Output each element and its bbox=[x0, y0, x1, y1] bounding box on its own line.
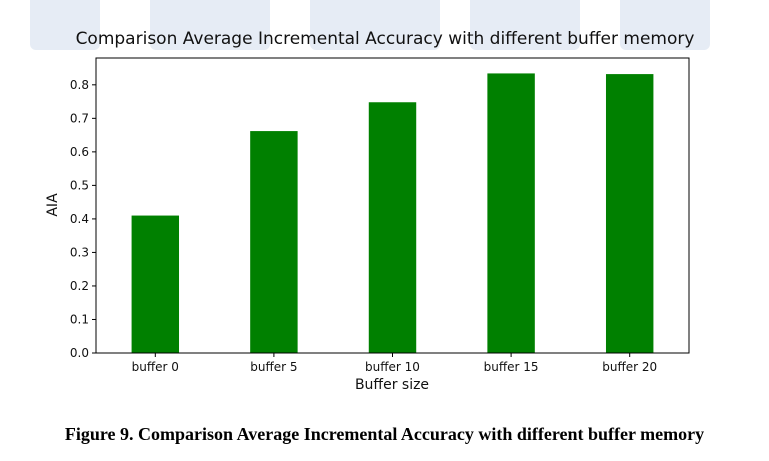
y-tick-label: 0.1 bbox=[70, 312, 89, 326]
y-axis-ticks: 0.0 0.1 0.2 0.3 0.4 0.5 0.6 0.7 0.8 bbox=[70, 78, 96, 360]
x-tick-label: buffer 10 bbox=[365, 360, 420, 374]
bar-buffer-5 bbox=[250, 131, 298, 353]
bar-buffer-0 bbox=[131, 215, 180, 353]
y-tick-label: 0.7 bbox=[70, 111, 89, 125]
x-tick-label: buffer 15 bbox=[484, 360, 539, 374]
bars bbox=[131, 73, 654, 353]
chart-title: Comparison Average Incremental Accuracy … bbox=[76, 29, 695, 49]
bar-chart: Comparison Average Incremental Accuracy … bbox=[45, 29, 695, 393]
y-tick-label: 0.6 bbox=[70, 145, 89, 159]
watermark-logo bbox=[30, 0, 710, 50]
x-tick-label: buffer 0 bbox=[132, 360, 179, 374]
y-tick-label: 0.5 bbox=[70, 178, 89, 192]
x-axis-ticks: buffer 0 buffer 5 buffer 10 buffer 15 buffer… bbox=[132, 353, 657, 374]
y-tick-label: 0.2 bbox=[70, 279, 89, 293]
y-tick-label: 0.0 bbox=[70, 346, 89, 360]
y-tick-label: 0.3 bbox=[70, 245, 89, 259]
bar-buffer-10 bbox=[368, 102, 417, 353]
y-tick-label: 0.4 bbox=[70, 212, 89, 226]
plot-frame bbox=[95, 57, 690, 354]
bar-buffer-20 bbox=[605, 74, 654, 353]
y-tick-label: 0.8 bbox=[70, 78, 89, 92]
x-tick-label: buffer 20 bbox=[602, 360, 657, 374]
figure-caption: Figure 9. Comparison Average Incremental… bbox=[64, 424, 705, 444]
x-tick-label: buffer 5 bbox=[250, 360, 297, 374]
y-axis-label: AIA bbox=[45, 193, 61, 217]
bar-buffer-15 bbox=[487, 73, 535, 353]
x-axis-label: Buffer size bbox=[355, 377, 429, 393]
